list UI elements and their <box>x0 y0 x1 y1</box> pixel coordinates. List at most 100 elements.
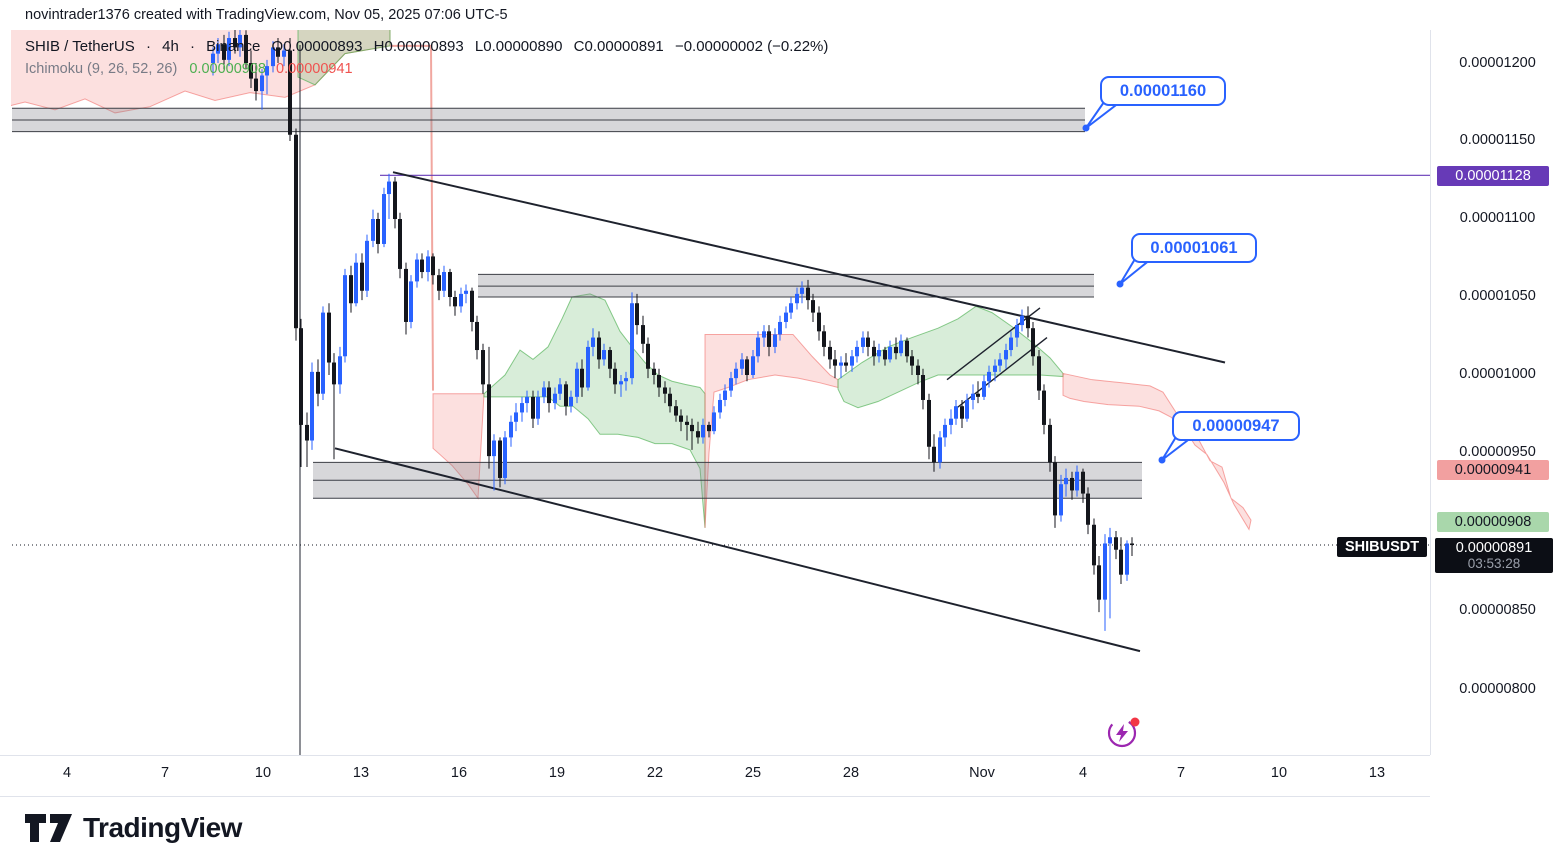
candle-body-down <box>597 337 601 360</box>
candle-body-down <box>707 424 711 432</box>
candle-body-up <box>630 303 634 379</box>
candle-body-down <box>817 312 821 332</box>
candle-body-down <box>437 275 441 291</box>
candle-body-up <box>586 346 590 388</box>
candle-body-down <box>481 350 485 385</box>
candle-body-up <box>591 337 595 347</box>
candle-body-up <box>464 290 468 294</box>
price-badge-green: 0.00000908 <box>1437 512 1549 532</box>
candle-body-down <box>294 134 298 329</box>
price-axis-label: 0.00000850 <box>1459 602 1536 618</box>
candle-body-up <box>371 219 375 241</box>
plot-area[interactable] <box>0 26 1430 760</box>
candle-body-up <box>509 421 513 438</box>
candle-body-down <box>487 384 491 457</box>
interval-label[interactable]: 4h <box>162 38 179 55</box>
candle-body-up <box>971 393 975 400</box>
candle-body-down <box>679 415 683 422</box>
candle-body-down <box>657 375 661 388</box>
candle-body-up <box>553 393 557 404</box>
price-callout-label[interactable]: 0.00001061 <box>1131 233 1257 263</box>
candle-body-up <box>238 34 242 48</box>
bar-countdown: 03:53:28 <box>1467 556 1521 571</box>
candle-body-down <box>564 384 568 407</box>
time-axis-label: 10 <box>1270 765 1288 781</box>
minichannel-upper[interactable] <box>946 307 1041 381</box>
candle-body-up <box>855 346 859 357</box>
ichimoku-cloud-green <box>297 28 391 86</box>
time-axis-label: 25 <box>744 765 762 781</box>
candle-body-up <box>542 387 546 397</box>
candle-body-down <box>613 368 617 385</box>
candle-body-up <box>265 66 269 76</box>
candle-body-up <box>575 368 579 397</box>
candle-body-down <box>1053 462 1057 516</box>
candle-body-up <box>1015 325 1019 338</box>
tradingview-logo-text: TradingView <box>83 812 242 843</box>
price-callout-label[interactable]: 0.00001160 <box>1100 76 1226 106</box>
candle-body-up <box>520 403 524 413</box>
candle-body-down <box>1097 565 1101 600</box>
lightning-bolt-icon <box>1116 724 1128 742</box>
ichimoku-cloud-pink <box>704 333 839 528</box>
symbol-header[interactable]: SHIB / TetherUS · 4h · Binance O0.000008… <box>25 38 835 55</box>
lightning-circle-icon[interactable] <box>1107 718 1137 748</box>
candle-body-down <box>921 375 925 400</box>
indicator-name[interactable]: Ichimoku (9, 26, 52, 26) <box>25 61 178 77</box>
candle-body-up <box>993 365 997 372</box>
indicator-header[interactable]: Ichimoku (9, 26, 52, 26) 0.00000908 0.00… <box>25 61 353 77</box>
candle-body-down <box>1026 315 1030 329</box>
candle-body-down <box>932 446 936 463</box>
candle-body-up <box>734 368 738 379</box>
channel-lower[interactable] <box>334 447 1141 653</box>
candle-body-down <box>685 421 689 425</box>
candle-body-up <box>756 337 760 357</box>
candle-body-up <box>558 384 562 394</box>
candle-body-down <box>222 44 226 60</box>
candle-body-down <box>811 300 815 313</box>
candle-body-up <box>619 381 623 385</box>
time-axis[interactable]: 4 7 10 13 16 19 22 25 28 Nov 4 7 10 13 <box>0 755 1430 797</box>
indicator-value-base: 0.00000941 <box>276 61 353 77</box>
candle-body-up <box>216 44 220 54</box>
separator-dot: · <box>145 38 151 55</box>
candle-body-up <box>1004 350 1008 360</box>
candle-body-down <box>916 365 920 375</box>
candle-body-down <box>674 406 678 416</box>
candle-body-up <box>773 334 777 347</box>
candle-body-up <box>1125 543 1129 575</box>
candle-body-down <box>894 346 898 354</box>
candle-body-down <box>1081 471 1085 494</box>
candle-body-up <box>740 359 744 369</box>
candle-body-down <box>668 393 672 407</box>
symbol-name[interactable]: SHIB / TetherUS <box>25 38 135 55</box>
indicator-value-conversion: 0.00000908 <box>189 61 266 77</box>
candle-body-up <box>602 350 606 360</box>
attribution-text: novintrader1376 created with TradingView… <box>25 7 508 23</box>
tradingview-logo[interactable]: TradingView <box>25 812 242 844</box>
candle-body-down <box>960 406 964 419</box>
price-callout-label[interactable]: 0.00000947 <box>1172 411 1300 441</box>
callout-anchor-dot <box>1158 456 1166 464</box>
candle-body-down <box>663 387 667 394</box>
candle-body-down <box>927 399 931 447</box>
time-axis-label: 4 <box>62 765 72 781</box>
candle-body-down <box>299 328 303 425</box>
senkou-span-drop-line <box>390 44 434 391</box>
candle-body-down <box>420 259 424 273</box>
callout-anchor-dot <box>1116 280 1124 288</box>
price-axis-label: 0.00000800 <box>1459 681 1536 697</box>
candle-body-up <box>861 337 865 347</box>
candle-body-down <box>806 287 810 301</box>
channel-upper[interactable] <box>392 171 1226 364</box>
candle-body-up <box>459 293 463 307</box>
candle-body-down <box>883 350 887 360</box>
price-axis[interactable]: 0.00001200 0.00001150 0.00001100 0.00001050… <box>1430 30 1563 755</box>
candle-body-up <box>982 381 986 397</box>
candle-body-up <box>762 331 766 338</box>
candle-body-up <box>1020 315 1024 326</box>
candle-body-down <box>646 343 650 369</box>
tradingview-logo-icon <box>25 814 72 842</box>
